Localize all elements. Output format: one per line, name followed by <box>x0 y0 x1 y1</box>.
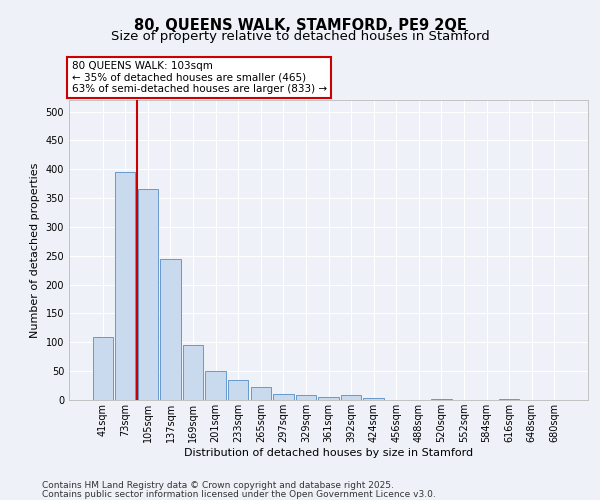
Text: 80, QUEENS WALK, STAMFORD, PE9 2QE: 80, QUEENS WALK, STAMFORD, PE9 2QE <box>134 18 466 32</box>
Bar <box>183 345 203 400</box>
Bar <box>138 190 158 400</box>
Bar <box>296 396 316 400</box>
Bar <box>251 388 271 400</box>
Text: Contains public sector information licensed under the Open Government Licence v3: Contains public sector information licen… <box>42 490 436 499</box>
Bar <box>205 371 226 400</box>
Text: Contains HM Land Registry data © Crown copyright and database right 2025.: Contains HM Land Registry data © Crown c… <box>42 481 394 490</box>
Bar <box>273 394 293 400</box>
Bar <box>499 399 519 400</box>
Bar <box>341 396 361 400</box>
Bar <box>319 397 338 400</box>
Text: Size of property relative to detached houses in Stamford: Size of property relative to detached ho… <box>110 30 490 43</box>
Bar <box>364 398 384 400</box>
Y-axis label: Number of detached properties: Number of detached properties <box>30 162 40 338</box>
Bar <box>431 399 452 400</box>
Text: 80 QUEENS WALK: 103sqm
← 35% of detached houses are smaller (465)
63% of semi-de: 80 QUEENS WALK: 103sqm ← 35% of detached… <box>71 61 327 94</box>
Bar <box>92 336 113 400</box>
Bar <box>160 258 181 400</box>
X-axis label: Distribution of detached houses by size in Stamford: Distribution of detached houses by size … <box>184 448 473 458</box>
Bar <box>228 380 248 400</box>
Bar <box>115 172 136 400</box>
